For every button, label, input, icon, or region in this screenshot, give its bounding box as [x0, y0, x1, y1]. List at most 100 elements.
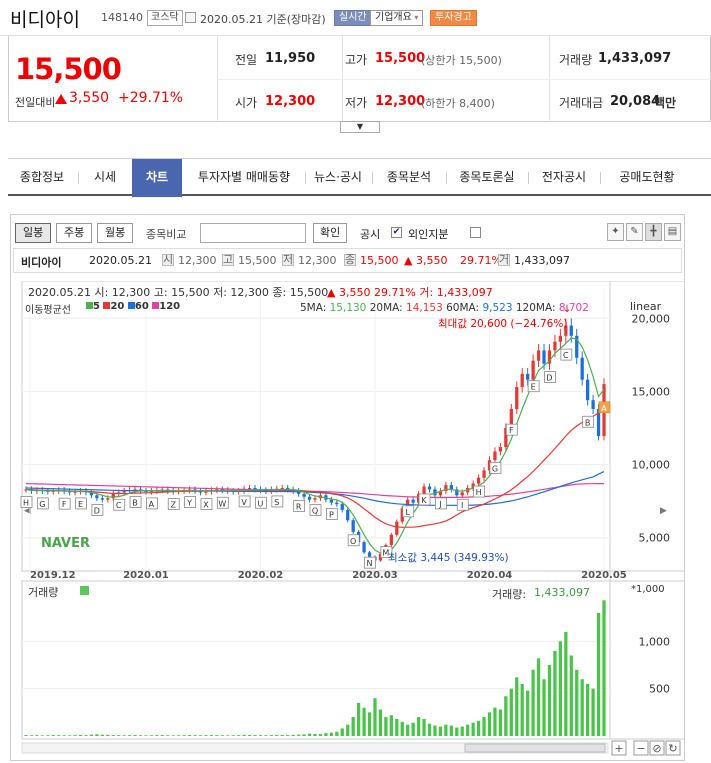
scroll-right-icon[interactable]: ▶ — [660, 506, 667, 516]
candle-body — [395, 521, 399, 535]
volume-bar — [226, 735, 230, 736]
disclosure-marker[interactable] — [402, 505, 415, 518]
disclosure-marker-letter: H — [23, 499, 29, 508]
monthly-button[interactable]: 월봉 — [97, 223, 134, 243]
investment-warning-badge[interactable]: 투자경고 — [430, 10, 477, 26]
chart-toolbar: 일봉 주봉 월봉 종목비교 확인 공시 ✔ 외인지분 ✦ ✎ ╋ ▤ — [11, 215, 684, 249]
disclosure-marker[interactable] — [489, 461, 502, 474]
pencil-icon[interactable]: ✎ — [626, 223, 643, 241]
disclosure-marker[interactable] — [560, 348, 573, 361]
crosshair-icon[interactable]: ╋ — [645, 223, 662, 241]
disclosure-marker[interactable] — [75, 497, 87, 510]
realtime-button[interactable]: 실시간 — [334, 10, 372, 26]
disclosure-marker[interactable] — [36, 497, 49, 510]
infobar-low-icon: 저 — [282, 253, 294, 266]
volume-plot-frame — [21, 580, 685, 740]
volume-bar — [362, 707, 366, 736]
disclosure-label: 공시 — [360, 228, 381, 241]
current-price: 15,500 — [15, 52, 122, 86]
disclosure-marker[interactable] — [200, 498, 213, 510]
disclosure-marker[interactable] — [91, 504, 104, 516]
disclosure-marker[interactable] — [347, 534, 360, 547]
disclosure-marker[interactable] — [58, 497, 71, 510]
disclosure-marker[interactable] — [20, 496, 33, 508]
reset-button[interactable] — [649, 740, 665, 756]
disclosure-marker[interactable] — [582, 415, 595, 428]
tab-discussion[interactable]: 종목토론실 — [459, 170, 515, 184]
disclosure-marker-letter: X — [203, 501, 209, 510]
upper-limit: (상한가 15,500) — [421, 54, 502, 67]
foreign-ownership-checkbox[interactable] — [470, 227, 481, 238]
disclosure-marker[interactable] — [113, 498, 126, 511]
disclosure-marker[interactable] — [544, 371, 556, 383]
volume-bar — [378, 709, 383, 736]
disclosure-checkbox[interactable]: ✔ — [391, 227, 402, 238]
print-icon[interactable]: ▤ — [664, 223, 681, 241]
price-chart[interactable]: ◀ ▶ 5,000 10,000 15,000 20,000 500 1,000 2019.12… — [10, 281, 685, 761]
disclosure-marker-letter: I — [461, 501, 463, 510]
candle-body — [564, 325, 568, 336]
refresh-button[interactable] — [665, 740, 681, 756]
disclosure-marker[interactable] — [380, 546, 393, 559]
collapse-button[interactable]: ▼ — [340, 121, 380, 133]
ma20-line — [25, 403, 605, 528]
volume-bar — [591, 688, 595, 736]
ma120-label: 120MA: — [515, 302, 556, 314]
lightbulb-icon[interactable]: ✦ — [607, 223, 624, 241]
candle-body — [95, 495, 99, 499]
disclosure-marker[interactable] — [598, 401, 611, 414]
scroll-left-icon[interactable]: ◀ — [24, 506, 31, 516]
scroll-thumb[interactable] — [464, 743, 606, 753]
candle-body — [302, 493, 306, 497]
candle-body — [133, 489, 137, 491]
disclosure-marker[interactable] — [456, 498, 469, 511]
compare-input[interactable] — [200, 223, 306, 243]
disclosure-marker[interactable] — [271, 495, 284, 508]
volume-bar — [264, 735, 268, 736]
volume-bar — [187, 735, 192, 736]
tab-chart[interactable]: 차트 — [132, 159, 182, 197]
tab-overview[interactable]: 종합정보 — [19, 170, 65, 184]
disclosure-marker-letter: E — [78, 500, 83, 509]
disclosure-marker[interactable] — [309, 504, 322, 516]
tab-news[interactable]: 뉴스·공시 — [314, 170, 362, 184]
disclosure-marker[interactable] — [473, 485, 485, 498]
daily-button[interactable]: 일봉 — [15, 223, 52, 243]
volume-bar — [346, 724, 350, 736]
price-date: 2020.05.21 기준(장마감) — [200, 13, 326, 26]
disclosure-marker[interactable] — [255, 496, 267, 509]
volume-bar — [24, 735, 28, 736]
zoom-in-button[interactable] — [611, 740, 627, 756]
amount-label: 거래대금 — [559, 96, 604, 110]
disclosure-marker[interactable] — [238, 495, 251, 508]
tab-quotes[interactable]: 시세 — [93, 170, 117, 184]
disclosure-marker[interactable] — [216, 496, 229, 509]
stock-header: 비디아이 148140 코스닥 2020.05.21 기준(장마감) 실시간 기… — [0, 0, 711, 36]
company-info-dropdown[interactable]: 기업개요 ▾ — [370, 10, 424, 26]
zoom-out-button[interactable] — [633, 740, 649, 756]
disclosure-marker[interactable] — [293, 500, 306, 512]
candle-body — [482, 470, 486, 478]
disclosure-marker[interactable] — [129, 496, 142, 508]
ma60-period: 60 — [134, 301, 149, 312]
disclosure-marker-letter: D — [546, 373, 552, 382]
confirm-button[interactable]: 확인 — [313, 223, 348, 243]
disclosure-marker[interactable] — [505, 423, 518, 436]
ma5-swatch — [86, 302, 93, 309]
disclosure-marker[interactable] — [167, 498, 180, 510]
tab-investor-trend[interactable]: 투자자별 매매동향 — [197, 170, 291, 184]
volume-bar — [406, 724, 410, 736]
disclosure-marker[interactable] — [364, 556, 376, 569]
disclosure-marker[interactable] — [435, 497, 447, 510]
disclosure-marker[interactable] — [184, 496, 196, 508]
disclosure-marker[interactable] — [418, 493, 431, 506]
weekly-button[interactable]: 주봉 — [56, 223, 93, 243]
candle-body — [313, 498, 317, 500]
tab-analysis[interactable]: 종목분석 — [386, 170, 432, 184]
disclosure-marker[interactable] — [325, 508, 338, 520]
disclosure-marker[interactable] — [146, 497, 158, 510]
tab-short-selling[interactable]: 공매도현황 — [619, 170, 675, 184]
disclosure-marker[interactable] — [527, 380, 540, 393]
tab-disclosure[interactable]: 전자공시 — [541, 170, 587, 184]
disclosure-marker-letter: U — [258, 499, 264, 508]
